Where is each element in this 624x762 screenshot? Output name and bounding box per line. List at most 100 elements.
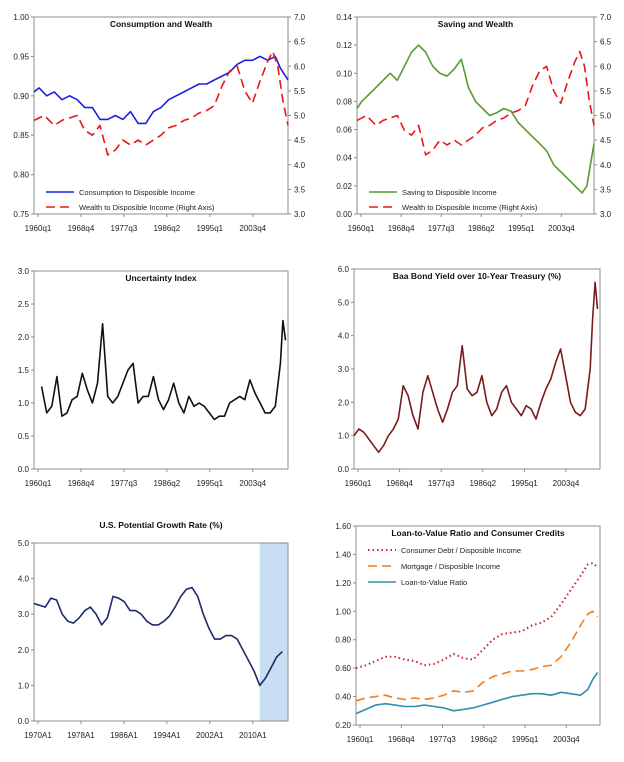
y-tick-label: 0.06: [336, 126, 352, 135]
plot-frame: [33, 16, 289, 215]
x-tick-label: 1968q4: [386, 479, 413, 488]
y-tick-label: 3.0: [338, 365, 350, 374]
series-line-data: [353, 281, 599, 454]
y-tick-label: 0.85: [13, 131, 29, 140]
y-tick-label: 0.5: [18, 432, 30, 441]
y-tick-label: 0.0: [338, 465, 350, 474]
y-tick-label: 0.80: [13, 171, 29, 180]
y-right-tick-label: 6.5: [600, 38, 612, 47]
plot-frame: [33, 542, 289, 722]
x-tick-label: 1995q1: [508, 224, 535, 233]
legend-label: Consumer Debt / Disposible Income: [401, 546, 521, 555]
x-tick-label: 1986A1: [110, 731, 138, 740]
series-line-consumer-debt-disposible-income: [355, 562, 599, 670]
x-tick-label: 1960q1: [347, 735, 374, 744]
x-tick-label: 2010A1: [239, 731, 267, 740]
y-tick-label: 0.60: [335, 664, 351, 673]
y-right-tick-label: 5.5: [600, 87, 612, 96]
plot-frame: [353, 268, 601, 470]
legend-label: Loan-to-Value Ratio: [401, 578, 467, 587]
y-tick-label: 3.0: [18, 267, 30, 276]
legend-label: Wealth to Disposible Income (Right Axis): [402, 203, 538, 212]
y-right-tick-label: 5.5: [294, 87, 306, 96]
y-tick-label: 0.12: [336, 41, 352, 50]
x-tick-label: 1995q1: [512, 735, 539, 744]
chart-title: Uncertainty Index: [125, 273, 197, 283]
x-tick-label: 1960q1: [345, 479, 372, 488]
y-tick-label: 2.0: [18, 333, 30, 342]
x-tick-label: 1960q1: [25, 224, 52, 233]
y-tick-label: 0.0: [18, 465, 30, 474]
chart-svg: 0.0 1.0 2.0 3.0 4.0 5.0 6.0 1960q1 1968q4 1977q3 1…: [338, 265, 601, 488]
y-tick-label: 0.14: [336, 13, 352, 22]
y-right-tick-label: 6.0: [600, 62, 612, 71]
chart-svg: 0.0 1.0 2.0 3.0 4.0 5.0 1970A1 1978A1 1986A1 1994…: [18, 520, 289, 740]
x-tick-label: 1986q2: [470, 735, 497, 744]
y-tick-label: 0.0: [18, 717, 30, 726]
chart-baa-spread: 0.0 1.0 2.0 3.0 4.0 5.0 6.0 1960q1 1968q4 1977q3 1…: [312, 254, 624, 508]
y-tick-label: 0.80: [335, 636, 351, 645]
chart-title: U.S. Potential Growth Rate (%): [99, 520, 222, 530]
y-tick-label: 0.95: [13, 52, 29, 61]
x-tick-label: 1960q1: [348, 224, 375, 233]
x-tick-label: 1977q3: [111, 479, 138, 488]
x-tick-label: 1977q3: [429, 735, 456, 744]
x-tick-label: 1978A1: [67, 731, 95, 740]
series-line-wealth-to-disposible-income-right-axis: [356, 50, 595, 156]
series-line-data: [33, 586, 283, 687]
x-tick-label: 2003q4: [553, 735, 580, 744]
x-tick-label: 1970A1: [24, 731, 52, 740]
y-tick-label: 3.0: [18, 610, 30, 619]
y-tick-label: 0.75: [13, 210, 29, 219]
y-right-tick-label: 4.5: [600, 136, 612, 145]
x-tick-label: 1986q2: [468, 224, 495, 233]
chart-title: Saving and Wealth: [438, 19, 513, 29]
plot-frame: [356, 16, 595, 215]
x-tick-label: 1986q2: [153, 224, 180, 233]
x-tick-label: 1968q4: [68, 224, 95, 233]
y-right-tick-label: 5.0: [294, 112, 306, 121]
x-tick-label: 1986q2: [153, 479, 180, 488]
x-tick-label: 1960q1: [25, 479, 52, 488]
y-tick-label: 1.60: [335, 522, 351, 531]
chart-title: Consumption and Wealth: [110, 19, 212, 29]
chart-title: Loan-to-Value Ratio and Consumer Credits: [391, 528, 565, 538]
plot-frame: [355, 525, 601, 726]
x-tick-label: 1986q2: [469, 479, 496, 488]
x-tick-label: 2002A1: [196, 731, 224, 740]
chart-loan-to-value: 0.20 0.40 0.60 0.80 1.00 1.20 1.40 1.60 1960q1 19…: [312, 508, 624, 762]
y-tick-label: 1.5: [18, 366, 30, 375]
shaded-forecast-region: [259, 543, 288, 721]
y-tick-label: 1.00: [335, 607, 351, 616]
y-right-tick-label: 3.5: [600, 185, 612, 194]
y-tick-label: 0.08: [336, 97, 352, 106]
x-tick-label: 1995q1: [511, 479, 538, 488]
y-tick-label: 1.00: [13, 13, 29, 22]
y-tick-label: 5.0: [18, 539, 30, 548]
chart-consumption-wealth: 0.75 0.80 0.85 0.90 0.95 1.00 3.0 3.5 4.0 4.5 5.0 5…: [0, 0, 312, 254]
series-line-wealth-to-disposible-income-right-axis: [33, 50, 289, 156]
y-right-tick-label: 3.0: [600, 210, 612, 219]
y-tick-label: 0.02: [336, 182, 352, 191]
y-tick-label: 2.5: [18, 300, 30, 309]
y-right-tick-label: 6.5: [294, 38, 306, 47]
legend-label: Mortgage / Disposible Income: [401, 562, 500, 571]
series-line-mortgage-disposible-income: [355, 610, 599, 702]
chart-svg: 0.0 0.5 1.0 1.5 2.0 2.5 3.0 1960q1 1968q4 1977q3 1…: [18, 267, 289, 488]
chart-potential-growth: 0.0 1.0 2.0 3.0 4.0 5.0 1970A1 1978A1 1986A1 1994…: [0, 508, 312, 762]
y-tick-label: 0.40: [335, 693, 351, 702]
y-tick-label: 5.0: [338, 298, 350, 307]
y-tick-label: 1.0: [18, 681, 30, 690]
y-tick-label: 1.20: [335, 579, 351, 588]
plot-frame: [33, 270, 289, 470]
y-tick-label: 0.00: [336, 210, 352, 219]
x-tick-label: 1968q4: [388, 224, 415, 233]
chart-svg: 0.20 0.40 0.60 0.80 1.00 1.20 1.40 1.60 1960q1 19…: [335, 522, 601, 744]
x-tick-label: 1977q3: [428, 224, 455, 233]
y-tick-label: 1.0: [338, 432, 350, 441]
y-tick-label: 0.90: [13, 92, 29, 101]
chart-saving-wealth: 0.00 0.02 0.04 0.06 0.08 0.10 0.12 0.14 3.0 3.5 4.…: [312, 0, 624, 254]
x-tick-label: 1995q1: [196, 479, 223, 488]
y-tick-label: 0.20: [335, 721, 351, 730]
x-tick-label: 2003q4: [239, 224, 266, 233]
